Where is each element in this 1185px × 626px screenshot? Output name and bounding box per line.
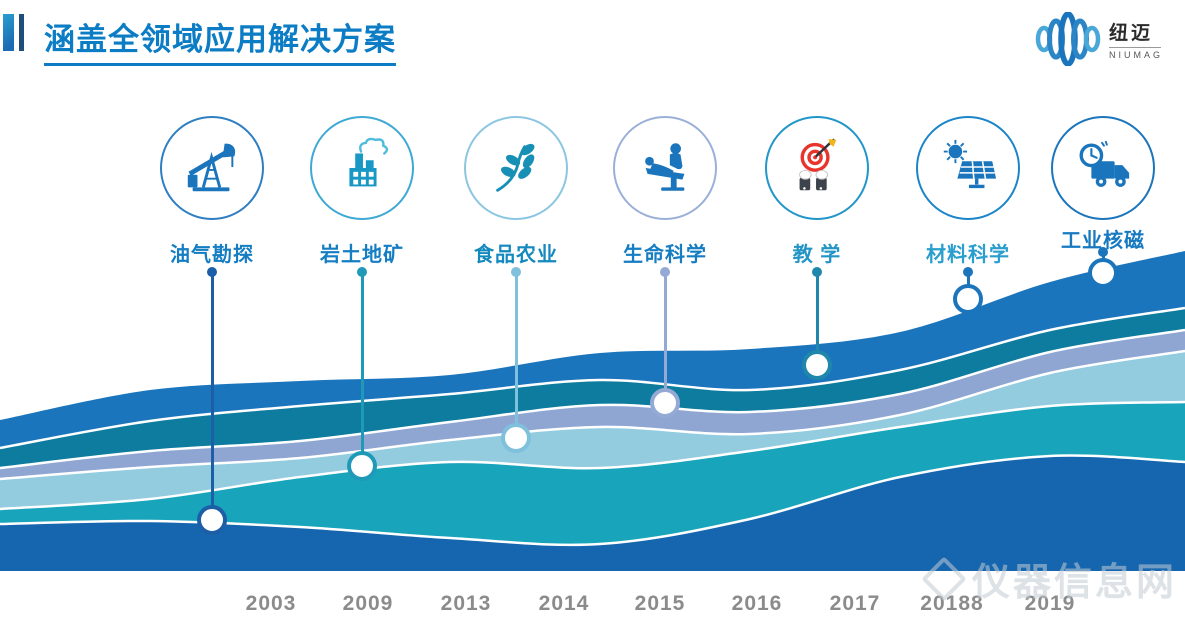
- solar-panel-icon: [937, 137, 999, 199]
- timeline-anchor-circle: [197, 505, 227, 535]
- factory-icon: [331, 137, 393, 199]
- timeline-connector-line: [210, 275, 214, 507]
- title-accent-bar-wide: [3, 14, 14, 51]
- logo-brand-en: NIUMAG: [1109, 50, 1163, 60]
- year-label: 2014: [538, 592, 590, 615]
- leaf-branch-icon: [485, 137, 547, 199]
- separator-layer-4-lightblue: [0, 349, 1185, 481]
- separator-layer-5-cyan: [0, 400, 1185, 511]
- category-circle-5: [765, 116, 869, 220]
- category-circle-7: [1051, 116, 1155, 220]
- year-label: 2019: [1024, 592, 1076, 615]
- page-title: 涵盖全领域应用解决方案: [44, 14, 396, 66]
- timeline-anchor-circle: [1088, 258, 1118, 288]
- category-label: 工业核磁: [1061, 230, 1145, 252]
- timeline-dot: [660, 267, 670, 277]
- category-label: 材料科学: [926, 244, 1010, 266]
- timeline-dot: [1098, 247, 1108, 257]
- timeline-anchor-circle: [953, 284, 983, 314]
- year-label: 2015: [634, 592, 686, 615]
- niumag-logo: 纽迈 NIUMAG: [1035, 12, 1163, 66]
- separator-layer-2-teal: [0, 306, 1185, 450]
- timeline-dot: [963, 267, 973, 277]
- year-label: 2009: [342, 592, 394, 615]
- category-circle-6: [916, 116, 1020, 220]
- timeline-dot: [812, 267, 822, 277]
- timeline-anchor-circle: [501, 423, 531, 453]
- oil-pump-icon: [181, 137, 243, 199]
- timeline-anchor-circle: [802, 350, 832, 380]
- category-label: 油气勘探: [170, 244, 254, 266]
- category-circle-3: [464, 116, 568, 220]
- medical-chair-icon: [634, 137, 696, 199]
- timeline-anchor-circle: [650, 388, 680, 418]
- timeline-dot: [207, 267, 217, 277]
- logo-divider: [1109, 47, 1161, 48]
- timeline-connector-line: [514, 275, 518, 425]
- truck-clock-icon: [1072, 137, 1134, 199]
- timeline-connector-line: [815, 275, 819, 352]
- title-accent-bar-thin: [19, 14, 24, 51]
- target-arrow-icon: [786, 137, 848, 199]
- year-label: 20188: [920, 592, 984, 615]
- area-layer-6-darkblue: [0, 455, 1185, 571]
- category-label: 教 学: [792, 244, 842, 266]
- category-label: 食品农业: [474, 244, 558, 266]
- timeline-dot: [511, 267, 521, 277]
- year-label: 2003: [245, 592, 297, 615]
- timeline-dot: [357, 267, 367, 277]
- niumag-wave-icon: [1035, 12, 1101, 66]
- logo-brand-cn: 纽迈: [1109, 23, 1154, 44]
- timeline-connector-line: [1101, 255, 1105, 260]
- category-circle-2: [310, 116, 414, 220]
- year-label: 2016: [731, 592, 783, 615]
- separator-layer-3-periwinkle: [0, 328, 1185, 470]
- timeline-connector-line: [360, 275, 364, 453]
- category-label: 生命科学: [623, 244, 707, 266]
- separator-layer-6-darkblue: [0, 454, 1185, 547]
- timeline-connector-line: [663, 275, 667, 390]
- timeline-connector-line: [966, 275, 970, 286]
- category-label: 岩土地矿: [320, 244, 404, 266]
- year-label: 2017: [829, 592, 881, 615]
- year-label: 2013: [440, 592, 492, 615]
- category-circle-1: [160, 116, 264, 220]
- timeline-anchor-circle: [347, 451, 377, 481]
- category-circle-4: [613, 116, 717, 220]
